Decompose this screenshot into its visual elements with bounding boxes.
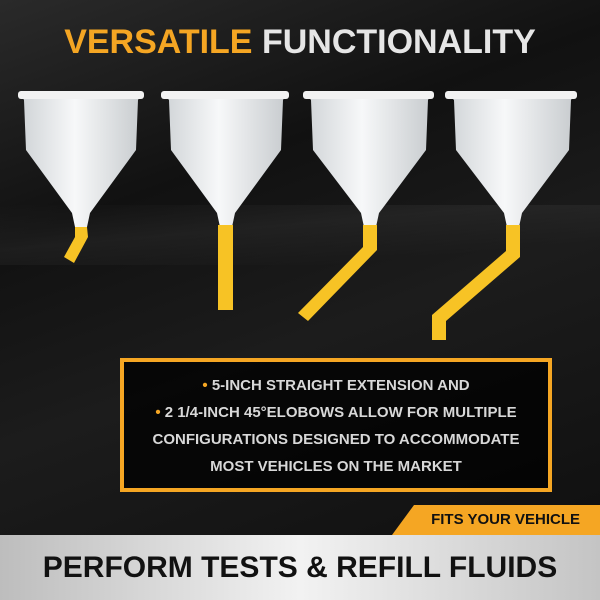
feature-line-3: CONFIGURATIONS DESIGNED TO ACCOMMODATE: [152, 431, 520, 448]
background-stripe: [0, 205, 600, 265]
angled-spout: [298, 225, 377, 321]
fits-vehicle-tab: FITS YOUR VEHICLE: [392, 505, 600, 535]
features-box: • 5-INCH STRAIGHT EXTENSION AND • 2 1/4-…: [120, 358, 552, 492]
funnel-1: [18, 91, 144, 263]
funnel-2: [161, 91, 289, 310]
bottom-banner: PERFORM TESTS & REFILL FLUIDS: [0, 535, 600, 600]
funnel-4: [432, 91, 577, 340]
double-elbow-spout: [432, 225, 520, 340]
elbow-spout: [64, 227, 88, 263]
headline-rest: FUNCTIONALITY: [261, 23, 536, 61]
straight-spout: [218, 225, 233, 310]
headline-highlight: VERSATILE: [64, 23, 253, 61]
feature-line-4: MOST VEHICLES ON THE MARKET: [210, 458, 462, 475]
funnel-images: [18, 91, 577, 340]
feature-line-2: • 2 1/4-INCH 45°ELOBOWS ALLOW FOR MULTIP…: [155, 404, 517, 421]
funnel-3: [298, 91, 434, 321]
headline: VERSATILE FUNCTIONALITY: [0, 22, 600, 62]
feature-line-1: • 5-INCH STRAIGHT EXTENSION AND: [202, 377, 470, 394]
feature-text-1: 5-INCH STRAIGHT EXTENSION AND: [211, 377, 470, 394]
feature-text-2: 2 1/4-INCH 45°ELOBOWS ALLOW FOR MULTIPLE: [164, 404, 517, 421]
